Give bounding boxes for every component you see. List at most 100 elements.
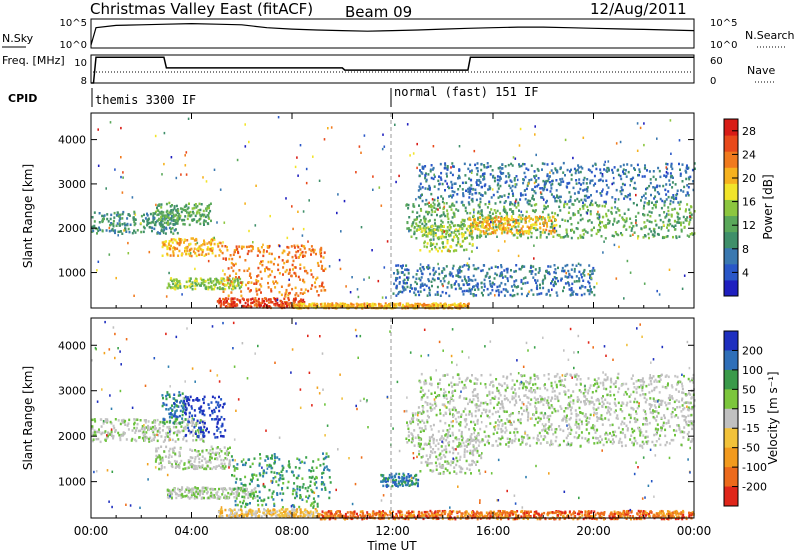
velocity-cell	[193, 493, 195, 496]
power-cell	[573, 230, 575, 234]
power-cell	[492, 226, 495, 229]
power-cell	[423, 229, 426, 232]
power-cell	[531, 197, 534, 200]
velocity-cell	[168, 421, 171, 424]
power-cell	[112, 225, 115, 228]
power-cell	[667, 190, 670, 193]
velocity-cell	[178, 452, 181, 455]
velocity-cell	[198, 461, 201, 464]
power-cell	[164, 218, 166, 221]
power-cell	[249, 304, 252, 308]
power-cell	[119, 217, 122, 220]
power-cell	[580, 273, 583, 276]
power-cell	[502, 222, 505, 226]
power-cell	[127, 227, 130, 231]
power-cell	[459, 302, 462, 305]
power-speckle	[534, 133, 536, 136]
power-cell	[507, 279, 509, 283]
power-cell	[564, 235, 567, 238]
power-cell	[444, 179, 447, 183]
power-cell	[413, 218, 416, 222]
power-cell	[291, 263, 294, 267]
power-cell	[599, 222, 601, 225]
velocity-cell	[94, 433, 97, 437]
power-cell	[486, 223, 489, 227]
power-speckle	[635, 193, 637, 197]
power-cell	[534, 209, 537, 212]
power-cell	[497, 216, 500, 219]
power-cell	[560, 279, 563, 282]
power-cell	[194, 252, 197, 255]
power-cell	[324, 302, 327, 305]
power-speckle	[185, 173, 188, 176]
velocity-cell	[152, 437, 155, 440]
velocity-cell	[216, 421, 219, 424]
power-cell	[423, 303, 426, 307]
velocity-cell	[247, 493, 250, 497]
power-cell	[511, 202, 514, 206]
power-cell	[205, 209, 208, 212]
power-cell	[421, 186, 424, 189]
power-cell	[454, 287, 457, 291]
power-speckle	[337, 193, 339, 196]
power-cell	[179, 286, 182, 289]
power-speckle	[585, 187, 588, 191]
power-cell	[484, 275, 487, 278]
power-region	[166, 277, 244, 291]
velocity-cell	[160, 435, 163, 438]
power-cell	[247, 281, 250, 284]
power-cell	[232, 284, 235, 288]
power-cell	[165, 210, 168, 214]
power-cell	[497, 289, 500, 292]
power-cell	[426, 266, 428, 269]
power-cell	[502, 225, 505, 228]
power-cell	[444, 164, 447, 167]
power-cell	[336, 302, 339, 306]
power-cell	[439, 162, 442, 166]
power-cell	[474, 223, 477, 226]
velocity-cell	[168, 428, 171, 431]
power-speckle	[121, 191, 124, 194]
power-cell	[688, 220, 691, 224]
power-cell	[555, 195, 558, 199]
power-cell	[513, 270, 516, 273]
velocity-cell	[141, 427, 144, 430]
power-cell	[430, 192, 433, 196]
power-cell	[211, 251, 214, 255]
power-cell	[189, 253, 192, 257]
power-cell	[412, 221, 415, 224]
power-cell	[625, 175, 628, 178]
power-cell	[191, 218, 194, 222]
power-cell	[436, 204, 439, 207]
power-cell	[500, 172, 503, 175]
power-cell	[286, 260, 289, 263]
velocity-cell	[235, 487, 238, 491]
power-cell	[561, 177, 564, 181]
power-cell	[494, 229, 496, 233]
power-cell	[115, 213, 118, 217]
power-cell	[480, 193, 482, 196]
power-cell	[492, 231, 495, 235]
freq-ylabel: Freq. [MHz]	[2, 54, 65, 67]
power-cell	[517, 215, 520, 219]
power-speckle	[582, 136, 585, 139]
power-speckle	[202, 176, 204, 179]
power-cell	[418, 277, 421, 280]
power-cell	[667, 229, 670, 232]
power-cell	[216, 286, 219, 290]
power-cell	[552, 278, 554, 281]
power-cell	[570, 289, 573, 292]
power-cell	[479, 181, 482, 184]
power-cell	[213, 238, 216, 241]
power-cell	[204, 215, 207, 219]
velocity-cell	[157, 446, 160, 450]
power-cell	[652, 186, 655, 189]
power-cell	[433, 206, 436, 209]
power-cell	[219, 250, 222, 253]
power-cell	[297, 294, 300, 297]
power-speckle	[494, 294, 496, 297]
power-cell	[205, 207, 208, 210]
velocity-cell	[198, 493, 201, 497]
power-cell	[206, 207, 209, 210]
power-speckle	[386, 240, 389, 243]
